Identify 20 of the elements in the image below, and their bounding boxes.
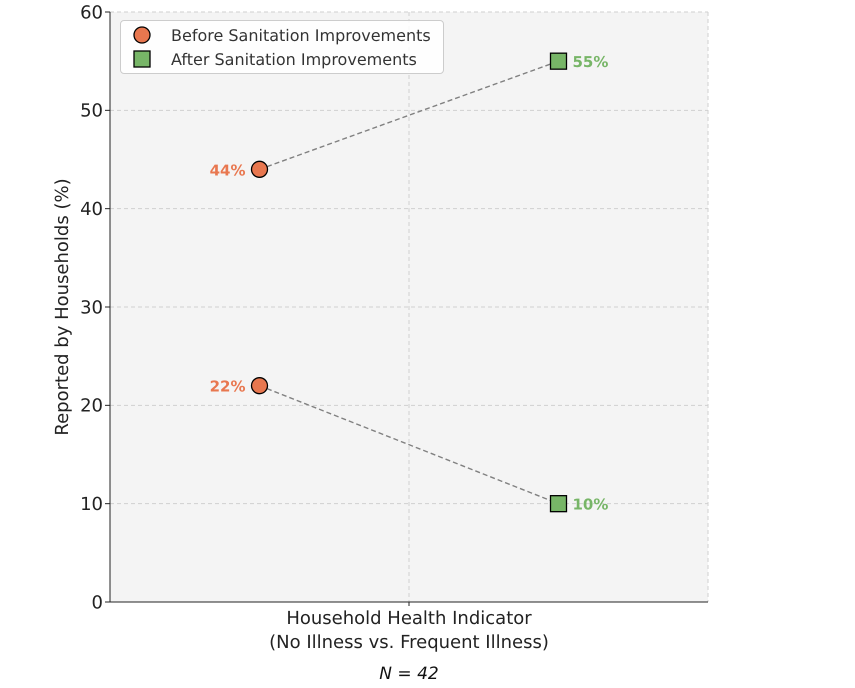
y-tick-label: 60	[80, 2, 103, 24]
point	[550, 495, 568, 512]
text: N = 42	[378, 664, 440, 684]
point	[550, 52, 568, 70]
y-tick-label: 50	[80, 100, 103, 122]
legend-label: Before Sanitation Improvements	[171, 26, 431, 44]
y-axis-title: Reported by Households (%)	[52, 178, 73, 436]
point	[250, 377, 268, 394]
data-label: 10%	[572, 496, 608, 514]
y-tick-label: 10	[80, 494, 103, 516]
y-tick-label: 40	[80, 199, 103, 220]
y-tick-label: 20	[80, 396, 103, 417]
y-tick-label: 30	[80, 297, 103, 318]
data-label: 22%	[210, 378, 246, 396]
point	[250, 160, 268, 178]
y-tick-label: 0	[92, 592, 103, 614]
legend-label: After Sanitation Improvements	[171, 50, 417, 68]
data-label: 55%	[572, 53, 608, 72]
x-axis-title: Household Health Indicator (No Illness vs. Frequent Illness)	[269, 608, 549, 653]
data-label: 44%	[210, 161, 246, 180]
